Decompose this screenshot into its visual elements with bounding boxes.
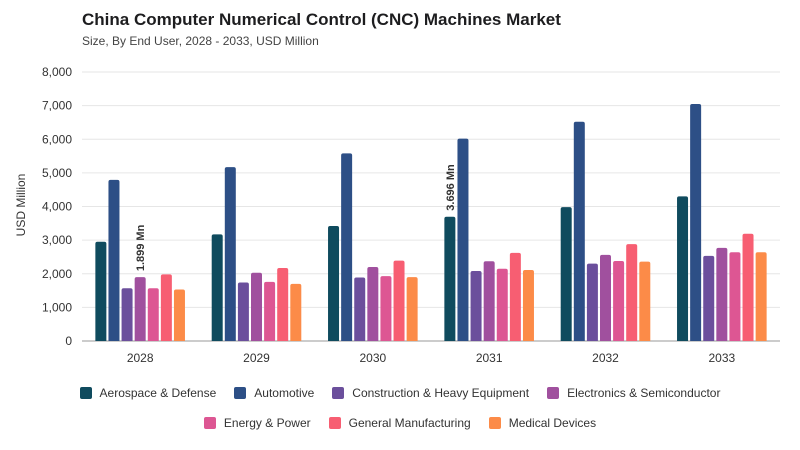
data-label: 3.696 Mn	[445, 164, 457, 211]
legend-swatch	[488, 417, 501, 429]
x-tick-label: 2033	[708, 351, 735, 365]
y-tick-label: 3,000	[42, 233, 72, 247]
bar	[573, 121, 585, 341]
bar	[160, 274, 172, 341]
y-tick-label: 7,000	[42, 99, 72, 113]
x-tick-label: 2030	[359, 351, 386, 365]
legend-item: Medical Devices	[488, 416, 597, 430]
legend-item: General Manufacturing	[328, 416, 471, 430]
bar	[560, 207, 572, 341]
bar	[613, 260, 625, 341]
chart-subtitle: Size, By End User, 2028 - 2033, USD Mill…	[82, 34, 319, 48]
bar	[328, 226, 340, 341]
bar	[626, 244, 638, 341]
bar	[367, 267, 379, 341]
bar	[121, 288, 133, 341]
legend-label: Medical Devices	[508, 416, 597, 430]
chart-title: China Computer Numerical Control (CNC) M…	[82, 10, 561, 29]
bar	[729, 252, 741, 341]
y-tick-label: 0	[65, 334, 72, 348]
bar	[690, 103, 702, 341]
legend-swatch	[203, 417, 216, 429]
legend-label: Electronics & Semiconductor	[567, 386, 721, 400]
bar	[600, 254, 611, 341]
legend-swatch	[234, 387, 247, 399]
bar	[277, 268, 289, 341]
bar	[406, 277, 418, 341]
bar	[703, 255, 715, 341]
bar	[95, 241, 107, 341]
legend-label: General Manufacturing	[348, 416, 471, 430]
bar	[509, 252, 521, 341]
y-axis-label: USD Million	[14, 174, 28, 237]
bar	[393, 260, 405, 341]
bar	[444, 216, 456, 341]
legend-item: Construction & Heavy Equipment	[332, 386, 529, 400]
bar	[716, 247, 728, 341]
x-tick-label: 2028	[127, 351, 154, 365]
bar	[147, 288, 159, 341]
legend-label: Construction & Heavy Equipment	[352, 386, 530, 400]
bar	[108, 179, 120, 341]
legend-swatch	[79, 387, 92, 399]
x-tick-label: 2029	[243, 351, 270, 365]
bar	[496, 268, 508, 341]
legend-item: Electronics & Semiconductor	[547, 386, 720, 400]
bar	[639, 261, 651, 341]
x-tick-label: 2031	[476, 351, 503, 365]
bar	[290, 283, 302, 341]
y-tick-label: 8,000	[42, 65, 72, 79]
bar	[224, 167, 236, 341]
y-tick-label: 2,000	[42, 267, 72, 281]
bar	[586, 263, 598, 341]
bar	[522, 270, 534, 341]
y-tick-label: 4,000	[42, 200, 72, 214]
bar	[380, 276, 392, 341]
y-tick-label: 5,000	[42, 166, 72, 180]
legend-item: Aerospace & Defense	[79, 386, 217, 400]
legend-label: Aerospace & Defense	[99, 386, 217, 400]
bar	[264, 281, 276, 341]
legend-swatch	[332, 387, 345, 399]
bar	[173, 289, 185, 341]
legend-swatch	[328, 417, 341, 429]
legend-row-1: Aerospace & Defense Automotive Constructio…	[0, 386, 800, 400]
bar	[237, 282, 249, 341]
bar	[341, 153, 353, 341]
legend-swatch	[547, 387, 560, 399]
legend-item: Automotive	[234, 386, 314, 400]
y-tick-label: 6,000	[42, 132, 72, 146]
legend-row-2: Energy & Power General Manufacturing Medic…	[0, 416, 800, 430]
legend-item: Energy & Power	[203, 416, 311, 430]
bar	[470, 271, 482, 341]
legend-label: Energy & Power	[223, 416, 311, 430]
data-label: 1.899 Mn	[135, 224, 147, 271]
bar	[755, 252, 767, 341]
bar	[211, 234, 223, 341]
bar	[457, 138, 469, 341]
bar	[354, 277, 366, 341]
bar	[134, 277, 146, 341]
bar	[483, 261, 495, 341]
bar	[677, 196, 689, 341]
bar	[251, 272, 262, 341]
y-tick-label: 1,000	[42, 300, 72, 314]
legend-label: Automotive	[254, 386, 315, 400]
bar	[742, 233, 754, 341]
x-tick-label: 2032	[592, 351, 619, 365]
